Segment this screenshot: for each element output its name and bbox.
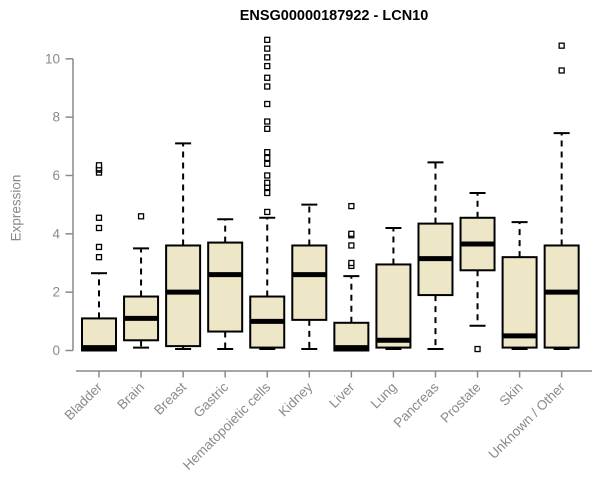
y-tick-label: 10 — [45, 51, 60, 66]
x-category-label-liver: Liver — [326, 379, 358, 411]
outlier-point — [348, 259, 355, 267]
x-category-label-gastric: Gastric — [190, 379, 231, 420]
x-category-label-lung: Lung — [368, 380, 400, 412]
y-tick-label: 0 — [52, 343, 60, 358]
box-skin — [501, 256, 538, 349]
outlier-point — [264, 125, 271, 132]
box-unknown-other — [543, 244, 580, 349]
x-category-label-pancreas: Pancreas — [391, 379, 442, 430]
outlier-point — [264, 208, 271, 216]
outlier-point — [264, 172, 271, 179]
box-group-liver — [333, 202, 370, 352]
y-tick-label: 8 — [52, 110, 60, 125]
outlier-point — [95, 162, 103, 169]
x-category-label-unknown-other: Unknown / Other — [486, 379, 569, 462]
y-tick-label: 6 — [52, 168, 60, 183]
box-group-kidney — [291, 203, 328, 351]
outlier-point — [558, 42, 565, 49]
outlier-point — [264, 62, 271, 70]
outlier-point — [348, 242, 355, 249]
box-group-bladder — [81, 162, 117, 352]
box-group-prostate — [459, 191, 496, 353]
outlier-point — [264, 154, 271, 162]
outlier-point — [264, 179, 271, 186]
x-category-label-kidney: Kidney — [276, 379, 316, 419]
outlier-point — [95, 254, 103, 261]
outlier-point — [95, 224, 103, 232]
outlier-point — [264, 118, 271, 125]
outlier-point — [264, 148, 271, 156]
x-category-label-prostate: Prostate — [438, 380, 484, 426]
y-tick-label: 4 — [52, 226, 60, 241]
outlier-point — [264, 83, 271, 90]
outlier-point — [264, 54, 271, 61]
box-group-breast — [165, 142, 202, 351]
outlier-point — [348, 230, 355, 237]
outlier-point — [137, 213, 145, 220]
box-group-hematopoietic-cells — [249, 36, 286, 351]
outlier-point — [264, 189, 271, 197]
x-category-label-brain: Brain — [114, 380, 147, 413]
box-group-lung — [375, 226, 412, 351]
box-group-pancreas — [417, 161, 454, 351]
outlier-point — [264, 160, 271, 167]
outlier-point — [264, 36, 271, 43]
box-gastric — [207, 241, 244, 333]
outlier-point — [558, 67, 565, 74]
outlier-point — [264, 74, 271, 81]
box-group-unknown-other — [543, 42, 580, 351]
y-tick-label: 2 — [52, 285, 60, 300]
x-category-label-breast: Breast — [151, 379, 189, 417]
chart-title: ENSG00000187922 - LCN10 — [239, 8, 429, 24]
box-group-brain — [123, 213, 160, 349]
x-category-label-bladder: Bladder — [62, 379, 106, 423]
box-group-gastric — [207, 218, 244, 351]
outlier-point — [95, 243, 103, 251]
outlier-point — [264, 45, 271, 52]
box-breast — [165, 244, 202, 348]
outlier-point — [95, 214, 103, 221]
box-group-skin — [501, 221, 538, 351]
outlier-point — [348, 202, 355, 210]
box-lung — [375, 263, 412, 349]
box-kidney — [291, 244, 328, 321]
x-category-label-skin: Skin — [497, 380, 526, 409]
outlier-point — [474, 345, 481, 353]
outlier-point — [264, 100, 271, 108]
